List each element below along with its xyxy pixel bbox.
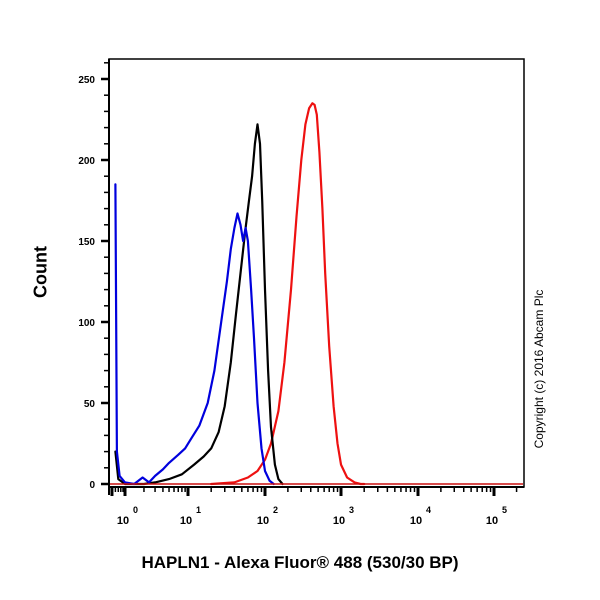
y-axis-title: Count bbox=[30, 246, 51, 298]
y-tick-label: 250 bbox=[78, 75, 95, 86]
y-tick-label: 0 bbox=[89, 480, 95, 491]
x-tick-label: 10 1 bbox=[180, 505, 201, 527]
svg-text:10: 10 bbox=[117, 515, 129, 527]
x-tick-label: 10 4 bbox=[410, 505, 431, 527]
svg-text:10: 10 bbox=[410, 515, 422, 527]
series-layer bbox=[110, 102, 523, 486]
histogram-ee1111 bbox=[210, 102, 366, 486]
y-axis: 0 50 100 150 200 250 bbox=[78, 59, 110, 495]
x-tick-label: 10 0 bbox=[117, 505, 138, 527]
x-tick-label: 10 2 bbox=[257, 505, 278, 527]
y-tick-label: 200 bbox=[78, 156, 95, 167]
svg-text:10: 10 bbox=[333, 515, 345, 527]
y-tick-label: 150 bbox=[78, 237, 95, 248]
svg-text:4: 4 bbox=[426, 505, 431, 515]
svg-text:5: 5 bbox=[502, 505, 507, 515]
svg-text:0: 0 bbox=[133, 505, 138, 515]
histogram-0000dd bbox=[114, 183, 275, 486]
svg-text:10: 10 bbox=[486, 515, 498, 527]
svg-text:3: 3 bbox=[349, 505, 354, 515]
svg-text:10: 10 bbox=[180, 515, 192, 527]
y-tick-label: 50 bbox=[84, 399, 96, 410]
histogram-000000 bbox=[114, 123, 284, 486]
svg-text:10: 10 bbox=[257, 515, 269, 527]
svg-text:1: 1 bbox=[196, 505, 201, 515]
svg-text:2: 2 bbox=[273, 505, 278, 515]
copyright-annotation: Copyright (c) 2016 Abcam Plc bbox=[532, 289, 546, 449]
x-tick-label: 10 5 bbox=[486, 505, 507, 527]
x-axis: 10 0 10 1 10 2 10 3 10 4 10 5 bbox=[109, 486, 524, 527]
y-tick-label: 100 bbox=[78, 318, 95, 329]
x-tick-label: 10 3 bbox=[333, 505, 354, 527]
x-axis-title: HAPLN1 - Alexa Fluor® 488 (530/30 BP) bbox=[141, 553, 459, 572]
plot-frame bbox=[108, 58, 525, 488]
